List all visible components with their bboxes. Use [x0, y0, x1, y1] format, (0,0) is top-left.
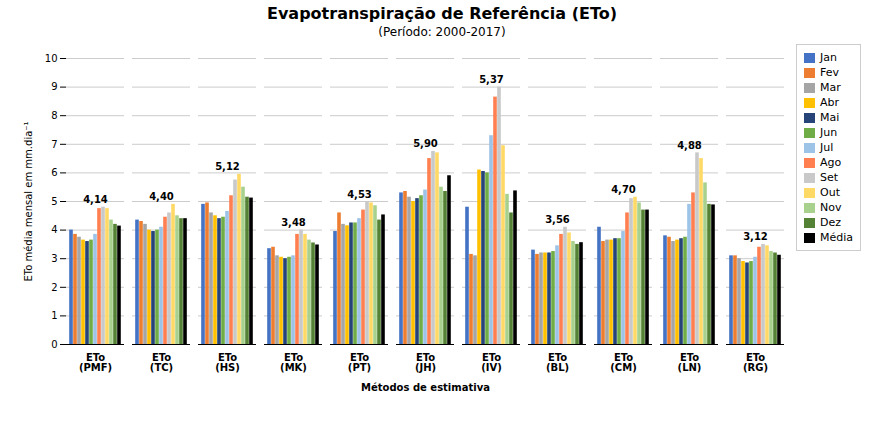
- svg-text:5,90: 5,90: [413, 138, 438, 149]
- svg-text:9: 9: [51, 81, 57, 92]
- svg-text:0: 0: [51, 339, 57, 350]
- svg-text:3,56: 3,56: [545, 214, 570, 225]
- svg-text:3,48: 3,48: [281, 217, 306, 228]
- html-text:Jan: Jan: [820, 51, 837, 64]
- svg-text:8: 8: [51, 110, 57, 121]
- svg-text:ETo(LN): ETo(LN): [678, 352, 702, 373]
- html-text:Out: Out: [820, 186, 840, 199]
- svg-text:ETo(PMF): ETo(PMF): [79, 352, 112, 373]
- svg-text:ETo(MK): ETo(MK): [280, 352, 307, 373]
- svg-text:5,37: 5,37: [479, 74, 504, 85]
- svg-text:ETo(PT): ETo(PT): [348, 352, 371, 373]
- html-text:Jun: Jun: [820, 126, 838, 139]
- svg-text:ETo(BL): ETo(BL): [546, 352, 569, 373]
- svg-text:10: 10: [45, 53, 58, 64]
- svg-text:4: 4: [51, 224, 57, 235]
- svg-text:4,14: 4,14: [83, 194, 108, 205]
- html-text:Mar: Mar: [820, 81, 841, 94]
- html-text:Set: Set: [820, 171, 839, 184]
- svg-text:3,12: 3,12: [743, 231, 768, 242]
- svg-text:ETo média mensal em mm.dia⁻¹: ETo média mensal em mm.dia⁻¹: [23, 121, 34, 281]
- svg-text:1: 1: [51, 310, 57, 321]
- html-text:(Período: 2000-2017): (Período: 2000-2017): [378, 25, 506, 39]
- svg-text:ETo(IV): ETo(IV): [481, 352, 502, 373]
- html-text:Ago: Ago: [820, 156, 842, 169]
- html-text:Dez: Dez: [820, 216, 841, 229]
- svg-text:5: 5: [51, 196, 57, 207]
- svg-text:7: 7: [51, 139, 57, 150]
- svg-text:ETo(HS): ETo(HS): [215, 352, 240, 373]
- svg-text:4,88: 4,88: [677, 140, 702, 151]
- svg-text:Métodos de estimativa: Métodos de estimativa: [361, 382, 490, 393]
- svg-text:3: 3: [51, 253, 57, 264]
- html-text:Abr: Abr: [820, 96, 839, 109]
- svg-text:6: 6: [51, 167, 57, 178]
- svg-text:ETo(RG): ETo(RG): [743, 352, 768, 373]
- svg-text:4,70: 4,70: [611, 184, 636, 195]
- svg-text:ETo(CM): ETo(CM): [610, 352, 636, 373]
- html-text:Nov: Nov: [820, 201, 842, 214]
- svg-text:5,12: 5,12: [215, 161, 240, 172]
- svg-text:ETo(TC): ETo(TC): [150, 352, 173, 373]
- svg-text:2: 2: [51, 282, 57, 293]
- svg-text:4,40: 4,40: [149, 191, 174, 202]
- html-text:Jul: Jul: [820, 141, 834, 154]
- html-text:Média: Média: [820, 231, 853, 244]
- svg-text:ETo(JH): ETo(JH): [415, 352, 436, 373]
- svg-text:4,53: 4,53: [347, 189, 372, 200]
- html-text:Evapotranspiração de Referênci: Evapotranspiração de Referência (ETo): [267, 4, 617, 23]
- html-text:Mai: Mai: [820, 111, 840, 124]
- html-text:Fev: Fev: [820, 66, 839, 79]
